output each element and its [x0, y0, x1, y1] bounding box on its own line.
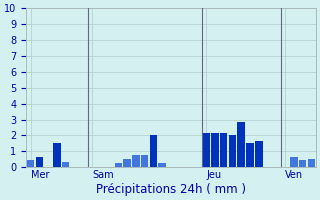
Bar: [229, 135, 236, 167]
Bar: [62, 162, 69, 167]
Bar: [141, 155, 148, 167]
Bar: [202, 133, 210, 167]
Bar: [132, 155, 140, 167]
Bar: [220, 133, 228, 167]
Bar: [255, 141, 262, 167]
Bar: [211, 133, 219, 167]
Bar: [53, 143, 60, 167]
Bar: [158, 163, 166, 167]
Bar: [150, 135, 157, 167]
Bar: [246, 143, 254, 167]
Bar: [124, 159, 131, 167]
Bar: [237, 122, 245, 167]
Bar: [27, 160, 34, 167]
Bar: [308, 159, 315, 167]
Bar: [36, 157, 43, 167]
Bar: [299, 160, 306, 167]
Bar: [290, 157, 298, 167]
Bar: [115, 163, 122, 167]
X-axis label: Précipitations 24h ( mm ): Précipitations 24h ( mm ): [96, 183, 246, 196]
